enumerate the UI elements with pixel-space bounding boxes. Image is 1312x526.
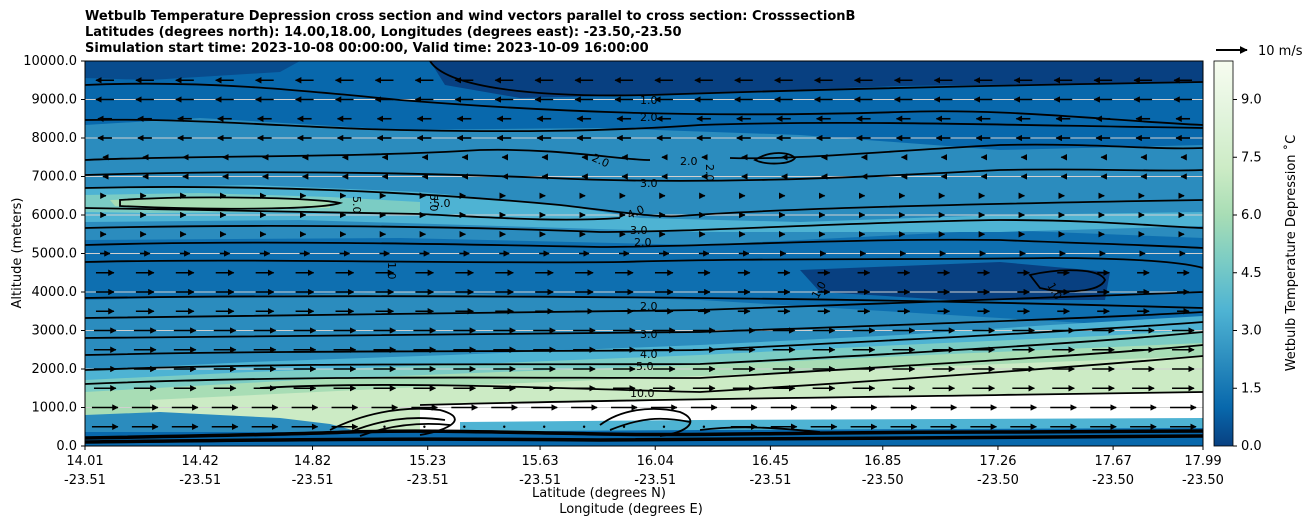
colorbar xyxy=(1213,60,1234,447)
wind-vector xyxy=(662,425,666,428)
colorbar-tick-label: 7.5 xyxy=(1241,150,1262,165)
colorbar-tick-label: 0.0 xyxy=(1241,439,1262,454)
x-tick-label-lat: 15.23 xyxy=(409,454,446,469)
x-tick-label-lon: -23.50 xyxy=(977,473,1019,488)
x-tick-label-lon: -23.50 xyxy=(862,473,904,488)
contour-label: 1.0 xyxy=(385,262,398,280)
x-tick-label-lon: -23.51 xyxy=(64,473,106,488)
contour-label: 2.0 xyxy=(634,236,652,249)
contour-label: 2.0 xyxy=(680,155,698,168)
quiver-key-label: 10 m/s xyxy=(1258,44,1303,59)
x-axis-label-lat: Latitude (degrees N) xyxy=(532,486,666,501)
x-axis: 14.01 -23.51 14.42 -23.51 14.82 -23.51 15.23 -2… xyxy=(64,446,1224,488)
colorbar-ticks: 0.0 1.5 3.0 4.5 6.0 7.5 9.0 xyxy=(1233,93,1262,454)
x-axis-label-lon: Longitude (degrees E) xyxy=(559,502,703,517)
y-tick-label: 6000.0 xyxy=(32,208,78,223)
y-tick-label: 8000.0 xyxy=(32,131,78,146)
wind-vector xyxy=(463,425,466,428)
contour-label: 3.0 xyxy=(630,224,648,237)
y-tick-label: 2000.0 xyxy=(32,362,78,377)
title-line-1: Wetbulb Temperature Depression cross sec… xyxy=(85,9,856,24)
wind-vector xyxy=(582,425,586,428)
x-tick-label-lat: 15.63 xyxy=(521,454,558,469)
x-tick-label-lon: -23.51 xyxy=(634,473,676,488)
y-tick-label: 0.0 xyxy=(56,439,77,454)
x-tick-label-lon: -23.50 xyxy=(1182,473,1224,488)
colorbar-label: Wetbulb Temperature Depression ˚C xyxy=(1283,135,1299,372)
y-tick-label: 1000.0 xyxy=(32,401,78,416)
wind-vectors xyxy=(91,77,1197,430)
x-tick-label-lon: -23.51 xyxy=(519,473,561,488)
wind-vector xyxy=(622,425,626,428)
y-tick-label: 9000.0 xyxy=(32,93,78,108)
x-tick-label-lat: 17.99 xyxy=(1184,454,1221,469)
y-tick-label: 3000.0 xyxy=(32,324,78,339)
colorbar-tick-label: 9.0 xyxy=(1241,93,1262,108)
colorbar-tick-label: 4.5 xyxy=(1241,266,1262,281)
x-tick-label-lat: 14.42 xyxy=(182,454,219,469)
x-tick-label-lon: -23.51 xyxy=(407,473,449,488)
x-tick-label-lon: -23.50 xyxy=(1092,473,1134,488)
x-tick-label-lat: 16.85 xyxy=(864,454,901,469)
contour-label: 5.0 xyxy=(433,197,451,210)
x-tick-label-lon: -23.51 xyxy=(749,473,791,488)
contour-label: 10.0 xyxy=(630,387,655,400)
contour-label: 3.0 xyxy=(640,328,658,341)
y-axis-label: Altitude (meters) xyxy=(10,198,25,309)
wind-vector xyxy=(503,425,506,428)
x-tick-label-lat: 17.67 xyxy=(1095,454,1132,469)
surface-contour-bundle xyxy=(85,429,1203,444)
contour-label: 5.0 xyxy=(636,360,654,373)
y-tick-label: 5000.0 xyxy=(32,247,78,262)
chart-title: Wetbulb Temperature Depression cross sec… xyxy=(85,9,855,57)
x-tick-label-lat: 16.04 xyxy=(637,454,674,469)
x-tick-label-lon: -23.51 xyxy=(179,473,221,488)
title-line-2: Latitudes (degrees north): 14.00,18.00, … xyxy=(85,25,682,40)
contour-lines xyxy=(85,61,1203,437)
colorbar-tick-label: 6.0 xyxy=(1241,208,1262,223)
y-axis: 0.0 1000.0 2000.0 3000.0 4000.0 5000.0 6000.0 7… xyxy=(23,54,85,454)
contour-label: 4.0 xyxy=(640,348,658,361)
y-tick-label: 10000.0 xyxy=(23,54,77,69)
contour-label: 2.0 xyxy=(640,111,658,124)
x-tick-label-lat: 17.26 xyxy=(979,454,1016,469)
y-tick-label: 4000.0 xyxy=(32,285,78,300)
title-line-3: Simulation start time: 2023-10-08 00:00:… xyxy=(85,41,649,56)
contour-label: 3.0 xyxy=(640,177,658,190)
contour-label: 2.0 xyxy=(640,300,658,313)
wind-vector xyxy=(702,425,706,428)
colorbar-tick-label: 3.0 xyxy=(1241,324,1262,339)
contour-label: 2.0 xyxy=(703,164,716,182)
x-tick-label-lat: 14.01 xyxy=(66,454,103,469)
x-tick-label-lon: -23.51 xyxy=(292,473,334,488)
x-tick-label-lat: 14.82 xyxy=(294,454,331,469)
contour-label: 5.0 xyxy=(350,196,363,214)
wind-vector xyxy=(423,425,426,428)
x-tick-label-lat: 16.45 xyxy=(752,454,789,469)
wind-vector xyxy=(383,425,386,428)
contour-label: 1.0 xyxy=(640,94,658,107)
wind-vector xyxy=(542,425,546,428)
colorbar-tick-label: 1.5 xyxy=(1241,381,1262,396)
contour-label: 5.0 xyxy=(427,194,440,212)
y-tick-label: 7000.0 xyxy=(32,170,78,185)
